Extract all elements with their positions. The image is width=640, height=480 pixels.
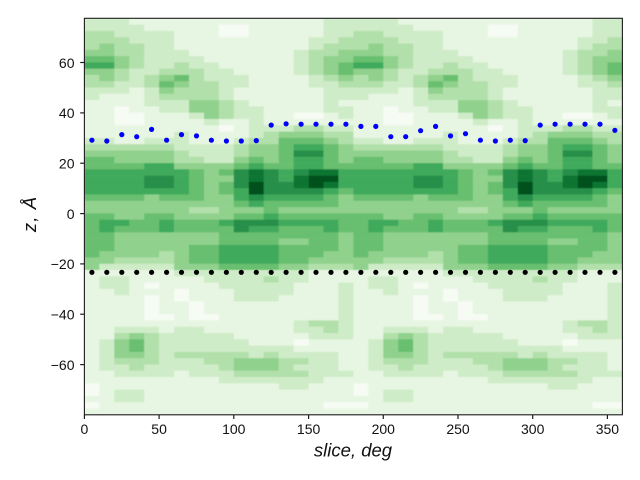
svg-text:−20: −20 bbox=[51, 256, 75, 272]
svg-text:150: 150 bbox=[297, 421, 321, 437]
svg-text:−40: −40 bbox=[51, 307, 75, 323]
svg-text:250: 250 bbox=[446, 421, 470, 437]
svg-text:200: 200 bbox=[372, 421, 396, 437]
svg-text:40: 40 bbox=[59, 105, 75, 121]
svg-text:slice, deg: slice, deg bbox=[314, 440, 393, 461]
svg-text:300: 300 bbox=[521, 421, 545, 437]
svg-text:−60: −60 bbox=[51, 357, 75, 373]
svg-text:50: 50 bbox=[151, 421, 167, 437]
svg-text:350: 350 bbox=[596, 421, 620, 437]
svg-text:0: 0 bbox=[81, 421, 89, 437]
svg-text:60: 60 bbox=[59, 55, 75, 71]
svg-text:20: 20 bbox=[59, 156, 75, 172]
svg-text:100: 100 bbox=[222, 421, 246, 437]
svg-text:0: 0 bbox=[67, 206, 75, 222]
svg-text:z, Å: z, Å bbox=[19, 196, 40, 233]
